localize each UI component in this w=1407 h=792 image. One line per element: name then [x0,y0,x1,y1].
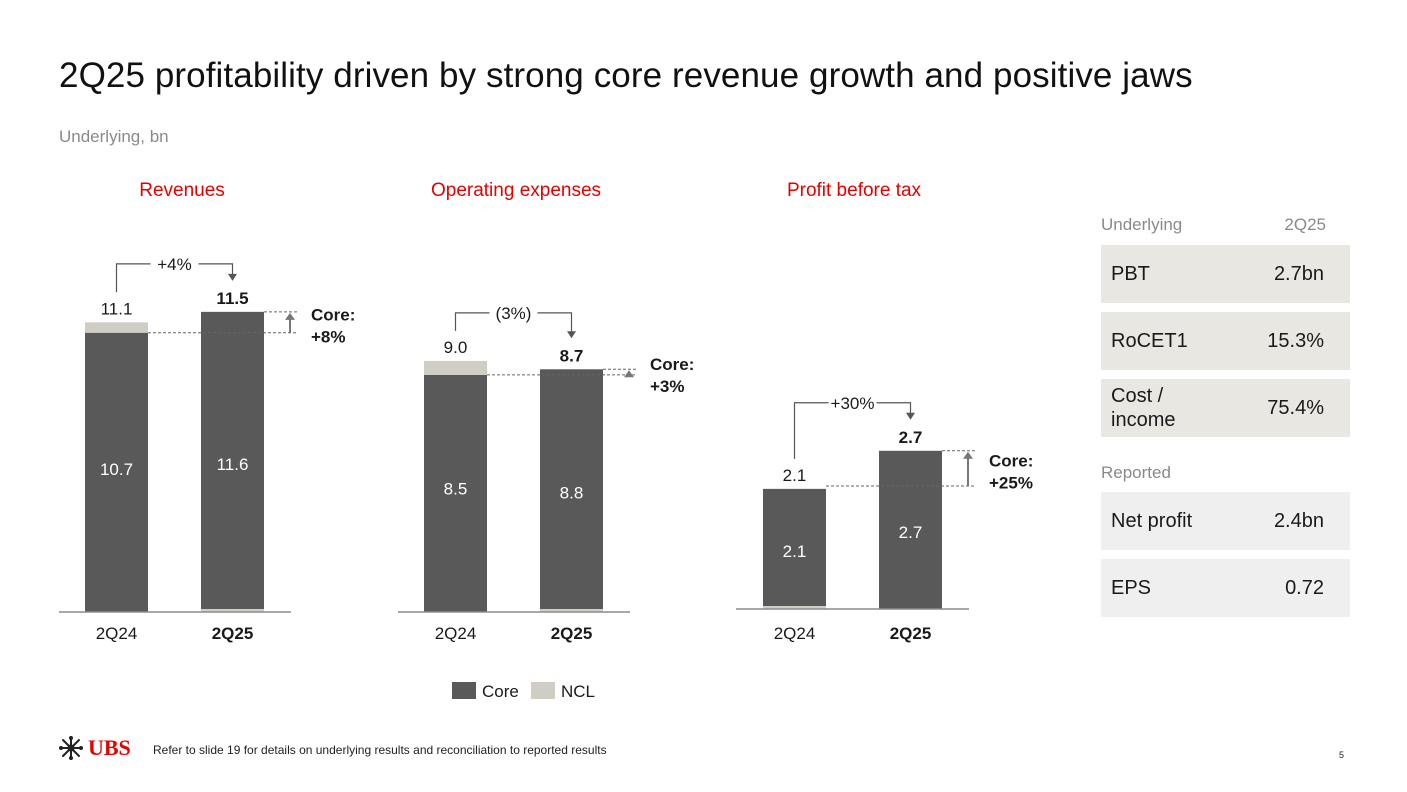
chart-1-change-arrow [228,273,237,281]
kpi-pbt-value: 2.7bn [1273,262,1324,285]
kpi-rocet1-label: RoCET1 [1111,330,1188,352]
chart-2-change-arrow [567,331,576,339]
kpi-rocet1-value: 15.3% [1267,329,1324,352]
chart-1-title: Revenues [139,180,225,201]
chart-1-bar-core-2Q25 [201,311,264,609]
chart-3-change-label: +30% [831,394,875,413]
kpi-eps-label: EPS [1111,577,1152,599]
chart-1-bar-ncl-2Q24 [85,322,148,333]
chart-2-change-bracket-left [454,312,490,331]
chart-2-change-bracket-right [537,312,573,333]
chart-3-core-arrow-head [963,451,973,459]
legend-swatch-ncl [531,682,555,699]
kpi-pbt: PBT 2.7bn [1101,245,1350,303]
legend-label-core: Core [482,682,519,701]
chart-3-core-label-2Q25: 2.7 [899,523,923,542]
chart-1-core-change: +8% [311,327,346,346]
chart-1-bar-ncl-2Q25 [201,609,264,612]
chart-1-core-arrow-head [285,312,295,320]
kpi-net-profit-value: 2.4bn [1273,509,1324,532]
footnote: Refer to slide 19 for details on underly… [153,743,607,757]
chart-2-total-label-2Q25: 8.7 [560,346,584,365]
chart-2-bar-ncl-2Q24 [424,360,487,375]
chart-3-change-bracket-left [793,402,829,459]
kpi-eps: EPS 0.72 [1101,559,1350,617]
kpi-net-profit: Net profit 2.4bn [1101,492,1350,550]
kpi-cost-income-label: Cost / income [1111,385,1176,431]
legend-swatch-core [452,682,476,699]
chart-1-total-label-2Q24: 11.1 [101,299,133,318]
kpi-underlying-header: Underlying 2Q25 [1101,215,1350,235]
kpi-eps-value: 0.72 [1285,576,1324,599]
kpi-period-label: 2Q25 [1284,215,1326,234]
chart-1-xtick-2Q24: 2Q24 [96,624,138,643]
slide-subtitle: Underlying, bn [59,127,169,146]
chart-3-bar-core-2Q25 [879,450,942,609]
chart-3-title: Profit before tax [787,180,922,201]
kpi-cost-income: Cost / income 75.4% [1101,379,1350,437]
chart-1-change-label: +4% [157,255,192,274]
chart-3-xtick-2Q24: 2Q24 [774,624,816,643]
chart-2-bar-ncl-2Q25 [540,609,603,612]
chart-2-core-label-2Q25: 8.8 [560,484,584,503]
chart-2-bar-core-2Q24 [424,374,487,612]
slide-title: 2Q25 profitability driven by strong core… [59,56,1193,95]
chart-3-change-arrow [906,412,915,420]
chart-3-core-label-2Q24: 2.1 [783,542,807,561]
chart-1-bar-core-2Q24 [85,332,148,612]
chart-1-change-bracket-right [198,263,234,275]
ubs-logo: UBS [58,735,131,761]
chart-2-core-arrow-head [624,370,634,378]
chart-3-xtick-2Q25: 2Q25 [890,624,932,643]
kpi-reported-header: Reported [1101,463,1350,483]
chart-2-core-label-2Q24: 8.5 [444,479,468,498]
keys-icon [59,736,83,760]
chart-3-total-label-2Q25: 2.7 [899,428,923,447]
chart-1-total-label-2Q25: 11.5 [216,289,248,308]
chart-3-total-label-2Q24: 2.1 [783,466,807,485]
kpi-reported-label: Reported [1101,463,1171,482]
chart-3-bar-ncl-2Q24 [763,606,826,609]
chart-2-bar-core-2Q25 [540,369,603,609]
page-number: 5 [1339,750,1345,760]
chart-2-core-label: Core: [650,355,694,374]
chart-2-title: Operating expenses [431,180,601,201]
chart-3-bar-core-2Q24 [763,488,826,606]
bar-charts: Revenues 10.7 11.1 2Q24 11.6 11.5 2Q25 +4% Core:… [59,180,1033,701]
chart-2-change-label: (3%) [496,304,532,323]
kpi-rocet1: RoCET1 15.3% [1101,312,1350,370]
chart-1-xtick-2Q25: 2Q25 [212,624,254,643]
kpi-cost-income-value: 75.4% [1267,396,1324,419]
legend-label-ncl: NCL [561,682,595,701]
chart-2-xtick-2Q25: 2Q25 [551,624,593,643]
chart-1-core-label-2Q25: 11.6 [217,455,249,474]
chart-2-xtick-2Q24: 2Q24 [435,624,477,643]
chart-3-core-change: +25% [989,473,1033,492]
chart-2-core-change: +3% [650,377,685,396]
chart-3-change-bracket-right [876,402,912,414]
chart-1-change-bracket-left [115,263,151,293]
chart-1-core-label-2Q24: 10.7 [100,460,133,479]
kpi-pbt-label: PBT [1111,263,1150,285]
ubs-logo-text: UBS [88,735,131,760]
kpi-net-profit-label: Net profit [1111,510,1193,532]
chart-2-total-label-2Q24: 9.0 [444,338,468,357]
chart-1-core-label: Core: [311,305,355,324]
kpi-underlying-label: Underlying [1101,215,1183,234]
chart-3-core-label: Core: [989,451,1033,470]
